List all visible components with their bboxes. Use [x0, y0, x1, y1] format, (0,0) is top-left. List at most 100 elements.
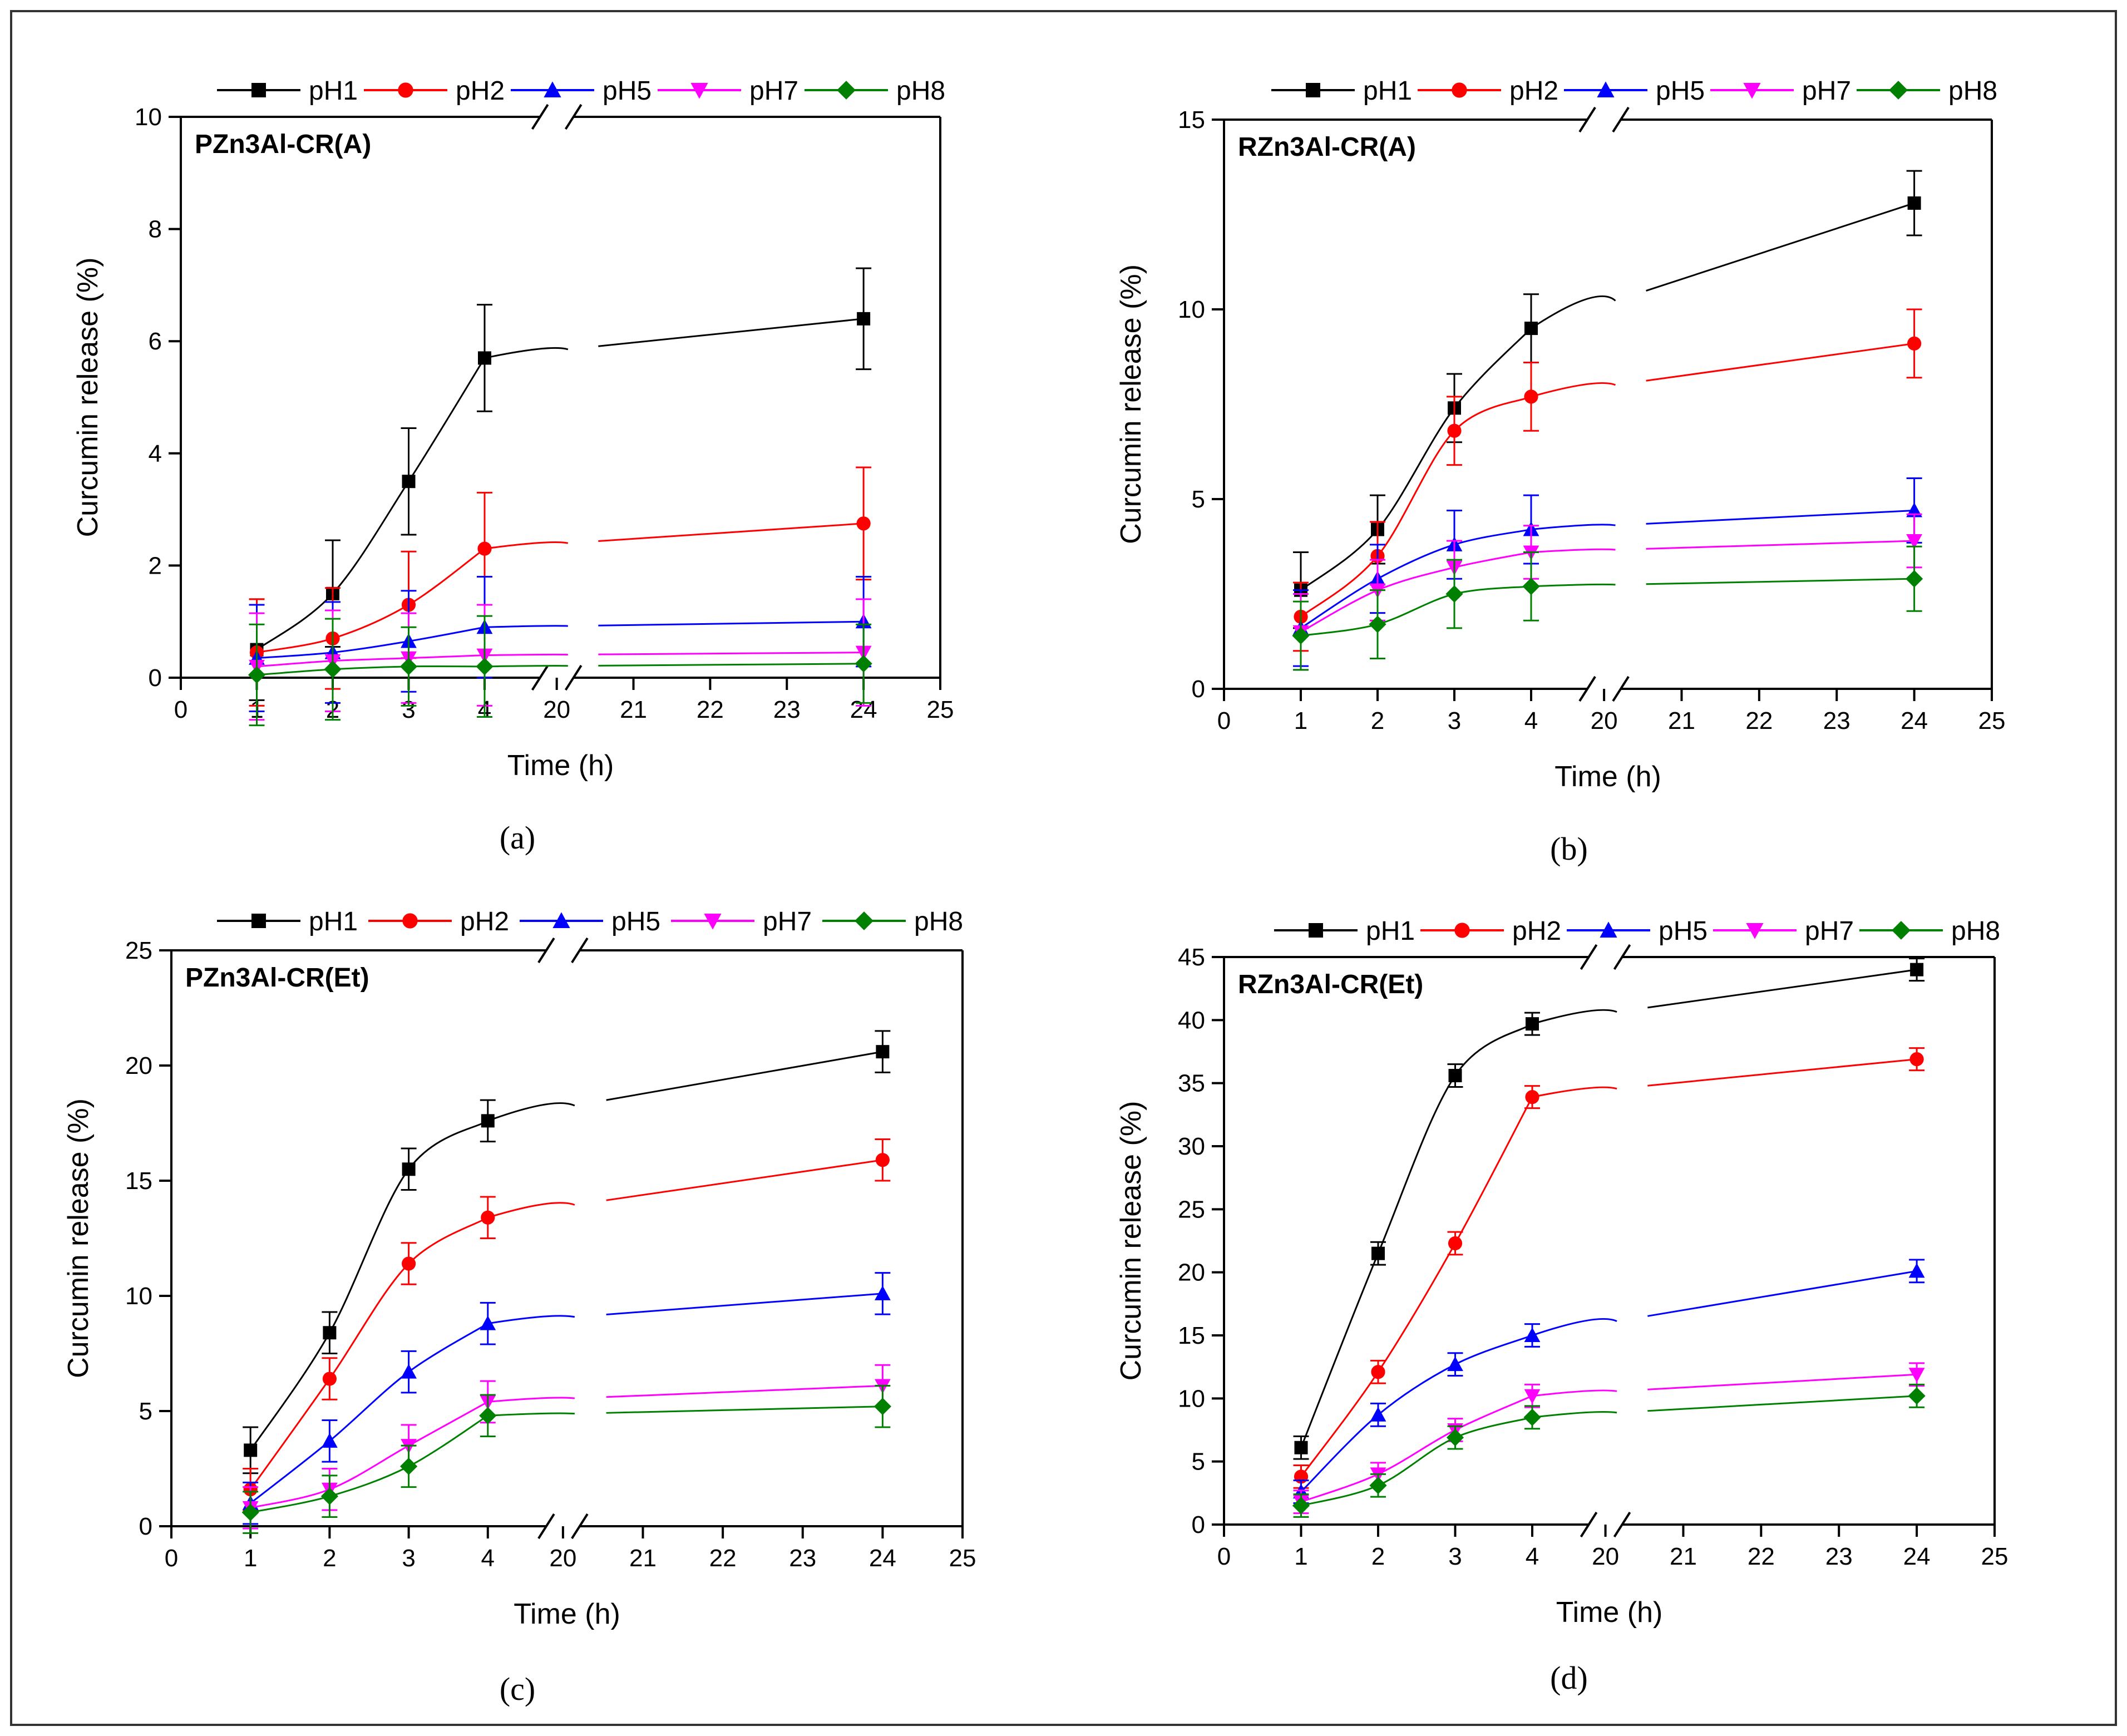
series-pH8 [1292, 545, 1923, 671]
series-curve-pH5 [606, 1293, 883, 1316]
series-curve-pH8 [1301, 1416, 1533, 1507]
data-point-pH8 [873, 1398, 891, 1416]
axis-break-mark [564, 103, 583, 130]
legend-marker-pH2 [1454, 923, 1470, 938]
y-tick-label: 4 [149, 440, 162, 467]
series-curve-pH7 [1300, 551, 1532, 633]
y-tick-label: 15 [1178, 1322, 1205, 1349]
axis-break-mark [1580, 944, 1598, 970]
panel-title: RZn3Al-CR(Et) [1238, 970, 1423, 999]
series-curve-pH2 [606, 1159, 883, 1201]
x-tick-label: 20 [1591, 707, 1618, 734]
series-curve-pH5 [1300, 529, 1532, 629]
series-pH5 [1293, 1259, 1925, 1504]
data-point-pH8 [241, 1503, 259, 1521]
series-curve-pH5 [1531, 524, 1616, 531]
data-point-pH2 [322, 1372, 337, 1386]
series-pH8 [248, 615, 872, 727]
legend-marker-pH7 [690, 83, 708, 99]
series-pH1 [1293, 958, 1925, 1460]
y-tick-label: 20 [1178, 1259, 1205, 1286]
series-curve-pH2 [1531, 382, 1616, 398]
x-tick-label: 24 [869, 1545, 896, 1572]
series-curve-pH7 [1646, 540, 1914, 550]
series-curve-pH2 [1532, 1086, 1617, 1098]
x-axis-title: Time (h) [507, 749, 614, 782]
series-curve-pH2 [256, 548, 485, 654]
series-curve-pH7 [1532, 1389, 1617, 1397]
series-curve-pH1 [1300, 328, 1532, 591]
legend-label-pH7: pH7 [1805, 916, 1854, 946]
series-curve-pH1 [484, 347, 569, 359]
x-tick-label: 0 [1217, 1543, 1231, 1570]
series-curve-pH1 [606, 1051, 883, 1101]
series-curve-pH5 [1300, 1334, 1533, 1493]
data-point-pH8 [1445, 585, 1463, 603]
series-curve-pH1 [1647, 969, 1917, 1009]
axis-break-mark [531, 664, 549, 691]
data-point-pH8 [479, 1407, 497, 1424]
series-pH2 [1293, 1047, 1925, 1489]
series-pH1 [243, 1030, 891, 1474]
data-point-pH7 [1524, 1389, 1541, 1404]
series-curve-pH8 [484, 665, 568, 668]
series-curve-pH8 [1646, 578, 1914, 585]
panel-title: PZn3Al-CR(Et) [185, 963, 369, 993]
y-tick-label: 5 [1192, 486, 1205, 513]
series-pH2 [243, 1138, 891, 1511]
series-curve-pH1 [487, 1102, 575, 1122]
axis-break-mark [564, 664, 583, 691]
legend: pH1 pH2 pH5 pH7 pH8 [217, 76, 945, 106]
series-curve-pH8 [1532, 1410, 1617, 1418]
data-point-pH2 [1371, 1365, 1385, 1379]
data-point-pH2 [1525, 1090, 1539, 1104]
data-point-pH2 [1907, 336, 1922, 351]
x-tick-label: 3 [402, 1545, 415, 1572]
y-tick-label: 0 [139, 1513, 152, 1540]
series-curve-pH8 [256, 665, 485, 676]
x-tick-label: 22 [1745, 707, 1773, 734]
data-point-pH1 [481, 1114, 495, 1128]
figure-frame [10, 10, 2117, 1726]
series-curve-pH2 [487, 1202, 575, 1219]
legend: pH1 pH2 pH5 pH7 pH8 [1271, 76, 1997, 106]
y-axis-title: Curcumin release (%) [1115, 264, 1147, 544]
data-point-pH8 [1908, 1387, 1926, 1405]
legend-label-pH1: pH1 [1363, 76, 1412, 106]
data-point-pH1 [876, 1045, 890, 1059]
series-curve-pH7 [256, 654, 485, 668]
y-tick-label: 45 [1178, 944, 1205, 971]
series-curve-pH7 [598, 652, 864, 655]
data-point-pH5 [1908, 1263, 1925, 1278]
y-tick-label: 8 [149, 216, 162, 243]
x-tick-label: 4 [1526, 1543, 1539, 1570]
series-curve-pH7 [1531, 548, 1616, 553]
series-curve-pH1 [598, 318, 864, 347]
legend-marker-pH7 [704, 914, 722, 930]
y-tick-label: 0 [149, 664, 162, 692]
data-point-pH2 [856, 516, 871, 531]
series-pH8 [1292, 1383, 1926, 1518]
series-pH7 [1293, 1362, 1925, 1515]
series-curve-pH7 [606, 1384, 883, 1398]
series-curve-pH8 [598, 663, 864, 667]
panel-title: PZn3Al-CR(A) [195, 130, 371, 159]
x-tick-label: 23 [1825, 1543, 1853, 1570]
y-tick-label: 15 [125, 1167, 152, 1195]
series-curve-pH5 [1646, 509, 1914, 525]
axis-break-mark [1613, 1511, 1631, 1538]
series-curve-pH1 [256, 357, 486, 650]
series-pH7 [242, 1364, 891, 1530]
x-tick-label: 20 [1592, 1543, 1619, 1570]
axis-break-mark [537, 937, 555, 964]
series-curve-pH8 [1300, 585, 1532, 637]
data-point-pH1 [1294, 1441, 1308, 1454]
data-point-pH1 [402, 475, 416, 489]
data-point-pH8 [324, 660, 342, 678]
series-curve-pH2 [249, 1216, 488, 1490]
series-pH7 [1292, 513, 1923, 671]
